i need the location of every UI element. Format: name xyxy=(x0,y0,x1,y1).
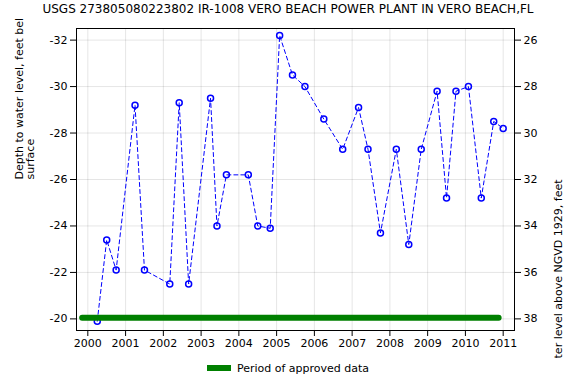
svg-text:Groundwater level above NGVD 1: Groundwater level above NGVD 1929, feet xyxy=(552,179,565,358)
svg-text:2002: 2002 xyxy=(149,337,177,350)
svg-text:Depth to water level, feet bel: Depth to water level, feet below landsur… xyxy=(13,18,37,180)
svg-text:32: 32 xyxy=(524,173,538,186)
svg-text:-28: -28 xyxy=(50,127,68,140)
svg-text:2006: 2006 xyxy=(300,337,328,350)
svg-text:2010: 2010 xyxy=(451,337,479,350)
svg-text:-26: -26 xyxy=(50,173,68,186)
svg-text:2008: 2008 xyxy=(376,337,404,350)
svg-text:28: 28 xyxy=(524,80,538,93)
svg-text:-30: -30 xyxy=(50,80,68,93)
svg-text:2001: 2001 xyxy=(112,337,140,350)
svg-text:-24: -24 xyxy=(50,219,68,232)
svg-text:2004: 2004 xyxy=(225,337,253,350)
svg-text:36: 36 xyxy=(524,266,538,279)
svg-text:26: 26 xyxy=(524,34,538,47)
svg-text:2009: 2009 xyxy=(414,337,442,350)
svg-text:34: 34 xyxy=(524,219,538,232)
svg-text:30: 30 xyxy=(524,127,538,140)
svg-text:2000: 2000 xyxy=(74,337,102,350)
svg-text:38: 38 xyxy=(524,312,538,325)
svg-text:2005: 2005 xyxy=(263,337,291,350)
svg-text:2011: 2011 xyxy=(489,337,517,350)
svg-text:2003: 2003 xyxy=(187,337,215,350)
svg-text:-22: -22 xyxy=(50,266,68,279)
svg-text:-32: -32 xyxy=(50,34,68,47)
html-text:Period of approved data: Period of approved data xyxy=(236,361,370,375)
html-text:USGS 273805080223802 IR-1008 V: USGS 273805080223802 IR-1008 VERO BEACH … xyxy=(42,2,534,16)
svg-text:2007: 2007 xyxy=(338,337,366,350)
svg-text:-20: -20 xyxy=(50,312,68,325)
